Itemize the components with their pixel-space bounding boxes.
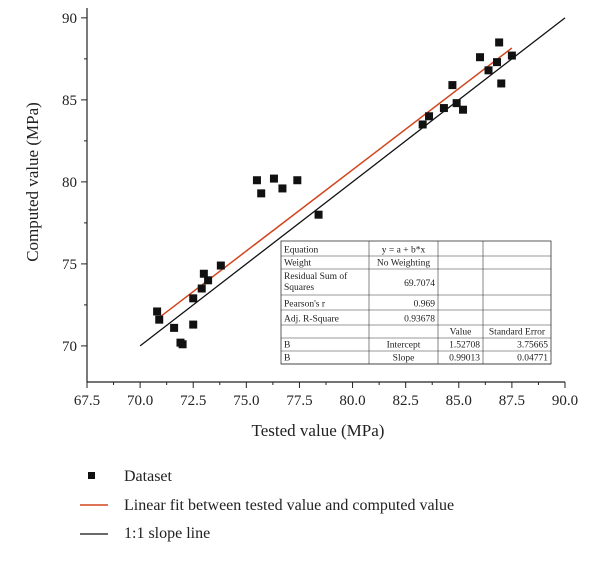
data-point: [293, 176, 302, 185]
stats-cell: 0.99013: [449, 354, 480, 364]
data-point: [189, 320, 198, 329]
stats-cell: Pearson's r: [284, 300, 326, 310]
data-point: [278, 184, 287, 193]
stats-cell: Slope: [393, 354, 415, 364]
y-tick-label: 90: [62, 11, 77, 27]
legend-label-one-to-one: 1:1 slope line: [124, 525, 210, 542]
data-point: [252, 176, 261, 185]
legend-label-linear-fit: Linear fit between tested value and comp…: [124, 497, 454, 514]
stats-cell: Standard Error: [489, 328, 546, 338]
x-tick-label: 87.5: [499, 393, 525, 409]
data-point: [448, 81, 457, 90]
data-point: [495, 38, 504, 47]
legend-label-dataset: Dataset: [124, 468, 173, 485]
x-tick-label: 85.0: [446, 393, 472, 409]
stats-cell: 3.75665: [517, 341, 548, 351]
stats-cell: 69.7074: [404, 279, 435, 289]
data-point: [178, 340, 187, 349]
linear-fit-line: [156, 47, 513, 320]
y-tick-label: 80: [62, 175, 77, 191]
y-axis-title: Computed value (MPa): [23, 102, 42, 262]
stats-cell: B: [284, 341, 290, 351]
stats-cell: No Weighting: [377, 259, 430, 269]
x-tick-label: 72.5: [180, 393, 206, 409]
data-point: [170, 323, 179, 332]
data-point: [507, 51, 516, 60]
stats-cell: 0.969: [414, 300, 436, 310]
stats-cell: y = a + b*x: [382, 246, 426, 256]
legend: Dataset Linear fit between tested value …: [80, 468, 454, 542]
x-tick-label: 77.5: [286, 393, 312, 409]
stats-cell: B: [284, 354, 290, 364]
stats-cell: Residual Sum of Squares: [284, 271, 348, 293]
ticks: 67.5 70.0 72.5 75.0 77.5 80.0 82.5 85.0 87.5 90.0…: [62, 11, 578, 409]
y-tick-label: 75: [62, 257, 77, 273]
data-point: [216, 261, 225, 270]
data-point: [199, 269, 208, 278]
data-point: [459, 105, 468, 114]
stats-cell: 0.04771: [517, 354, 548, 364]
data-point: [204, 276, 213, 285]
x-tick-label: 75.0: [233, 393, 259, 409]
x-tick-label: 90.0: [552, 393, 578, 409]
data-point: [484, 66, 493, 75]
x-tick-label: 67.5: [74, 393, 100, 409]
data-point: [197, 284, 206, 293]
data-point: [439, 104, 448, 113]
stats-table: Equation y = a + b*x Weight No Weighting Res…: [280, 240, 552, 365]
y-tick-label: 70: [62, 339, 77, 355]
legend-marker-dataset: [88, 472, 95, 479]
data-point: [155, 315, 164, 324]
stats-cell: Equation: [284, 246, 319, 256]
x-axis-title: Tested value (MPa): [252, 421, 385, 440]
data-point: [497, 79, 506, 88]
stats-cell: Value: [450, 328, 472, 338]
stats-cell: 1.52708: [449, 341, 480, 351]
x-tick-label: 70.0: [127, 393, 153, 409]
data-point: [418, 120, 427, 129]
x-tick-label: 80.0: [339, 393, 365, 409]
y-tick-label: 85: [62, 93, 77, 109]
data-point: [493, 58, 502, 67]
data-point: [257, 189, 266, 198]
points-layer: [153, 38, 516, 349]
data-point: [425, 112, 434, 121]
stats-cell: Intercept: [387, 341, 421, 351]
data-point: [189, 294, 198, 303]
data-point: [452, 99, 461, 108]
one-to-one-line: [139, 17, 566, 347]
lines-layer: [139, 17, 566, 347]
x-tick-label: 82.5: [393, 393, 419, 409]
stats-cell: Weight: [284, 259, 312, 269]
stats-table-background: [280, 240, 552, 365]
data-point: [153, 307, 162, 316]
data-point: [269, 174, 278, 183]
data-point: [476, 53, 485, 62]
stats-cell: Adj. R-Square: [284, 315, 339, 325]
stats-cell: 0.93678: [404, 315, 435, 325]
data-point: [314, 210, 323, 219]
